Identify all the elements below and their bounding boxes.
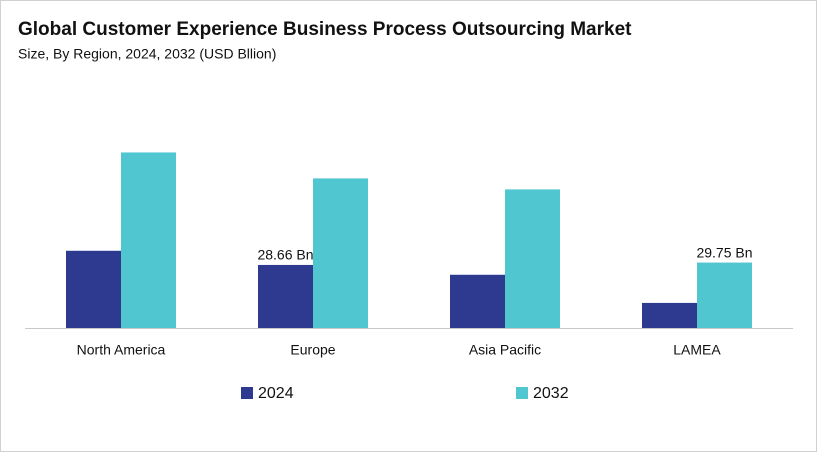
bar bbox=[450, 274, 505, 328]
chart-subtitle: Size, By Region, 2024, 2032 (USD Bllion) bbox=[18, 46, 276, 62]
legend-label: 2024 bbox=[258, 385, 294, 402]
bar bbox=[258, 264, 313, 328]
legend-swatch bbox=[241, 387, 253, 399]
bar bbox=[697, 262, 752, 328]
data-label: 28.66 Bn bbox=[257, 247, 313, 263]
x-tick-label: Europe bbox=[290, 342, 335, 358]
bar bbox=[642, 302, 697, 328]
legend-label: 2032 bbox=[533, 385, 569, 402]
chart-title: Global Customer Experience Business Proc… bbox=[18, 19, 632, 40]
x-tick-label: Asia Pacific bbox=[469, 342, 541, 358]
x-tick-label: North America bbox=[77, 342, 166, 358]
bar bbox=[121, 152, 176, 328]
x-tick-label: LAMEA bbox=[673, 342, 721, 358]
legend-swatch bbox=[516, 387, 528, 399]
bar bbox=[505, 189, 560, 328]
data-label: 29.75 Bn bbox=[696, 244, 752, 260]
bar bbox=[313, 178, 368, 328]
bar bbox=[66, 250, 121, 328]
